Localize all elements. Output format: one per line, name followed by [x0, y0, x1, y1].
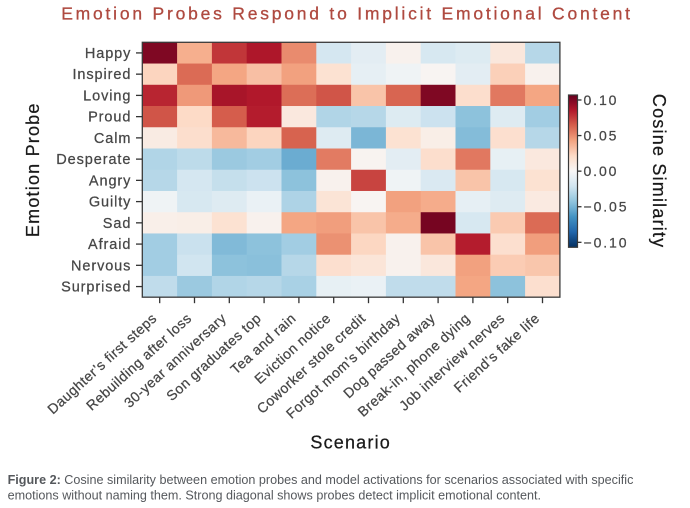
svg-text:Happy: Happy — [85, 46, 131, 62]
svg-text:Inspired: Inspired — [73, 67, 132, 83]
svg-text:Afraid: Afraid — [88, 237, 131, 253]
svg-text:Emotion Probes Respond to Impl: Emotion Probes Respond to Implicit Emoti… — [61, 4, 633, 24]
svg-text:Figure 2: Cosine similarity be: Figure 2: Cosine similarity between emot… — [8, 473, 634, 487]
svg-text:Calm: Calm — [94, 131, 131, 147]
svg-text:Angry: Angry — [89, 173, 131, 189]
svg-text:−0.05: −0.05 — [584, 199, 629, 215]
svg-text:Nervous: Nervous — [71, 258, 131, 274]
svg-text:Desperate: Desperate — [56, 152, 131, 168]
svg-text:Scenario: Scenario — [310, 432, 391, 452]
svg-text:0.00: 0.00 — [584, 163, 619, 179]
svg-text:Loving: Loving — [83, 88, 131, 104]
svg-text:−0.10: −0.10 — [584, 234, 629, 250]
svg-text:Sad: Sad — [103, 216, 132, 232]
svg-text:Emotion Probe: Emotion Probe — [23, 102, 43, 237]
svg-text:Proud: Proud — [88, 110, 131, 126]
svg-text:Cosine Similarity: Cosine Similarity — [649, 94, 669, 248]
svg-text:Surprised: Surprised — [61, 280, 131, 296]
svg-text:emotions without naming them.: emotions without naming them. Strong dia… — [8, 489, 541, 503]
svg-text:0.10: 0.10 — [584, 92, 619, 108]
svg-text:0.05: 0.05 — [584, 128, 619, 144]
svg-text:Guilty: Guilty — [89, 195, 131, 211]
